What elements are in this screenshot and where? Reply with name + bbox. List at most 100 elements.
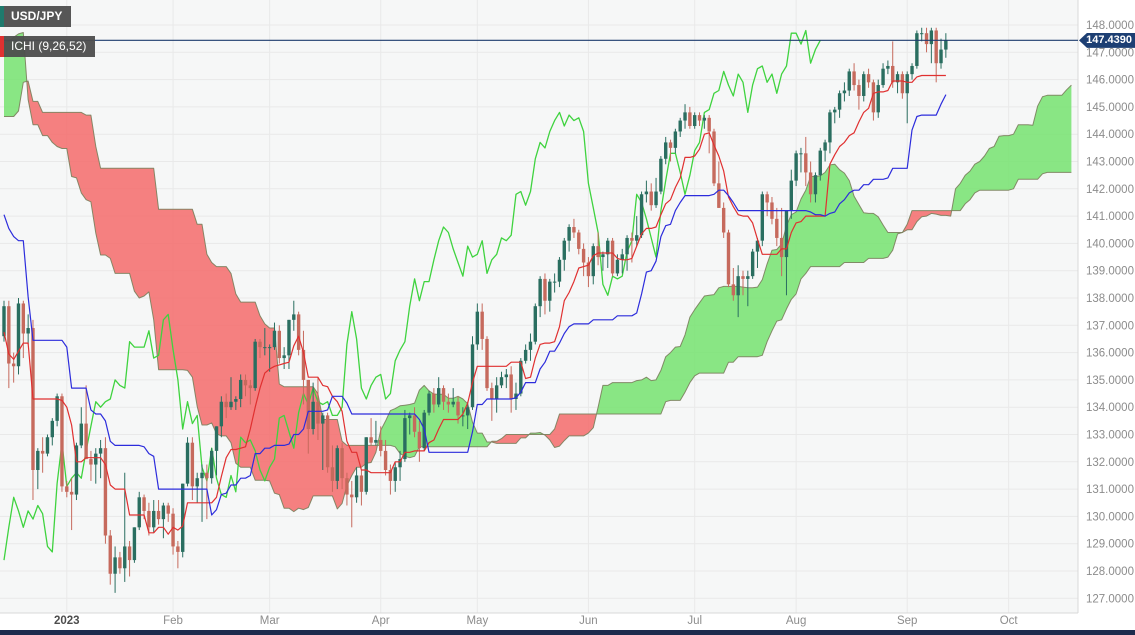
candle-up: [214, 426, 219, 451]
price-tick-label: 143.0000: [1086, 157, 1134, 169]
candle-down: [103, 448, 108, 536]
candle-up: [591, 246, 595, 277]
candle-up: [494, 385, 499, 400]
candle-up: [451, 401, 455, 405]
candle-up: [654, 191, 658, 206]
candle-up: [209, 450, 214, 479]
candle-down: [166, 505, 170, 514]
candle-up: [683, 112, 687, 121]
candle-up: [470, 344, 475, 408]
candle-down: [808, 172, 813, 195]
candle-down: [340, 448, 344, 479]
last-price-value: 147.4390: [1086, 33, 1132, 46]
candle-down: [301, 349, 306, 380]
candle-down: [490, 388, 494, 400]
candle-down: [581, 248, 586, 263]
candle-up: [393, 467, 397, 481]
candle-down: [572, 227, 576, 233]
candle-up: [200, 472, 204, 479]
chikou-line: [3, 29, 821, 561]
candle-up: [910, 65, 914, 75]
candle-up: [837, 93, 842, 110]
footer-bar: [0, 630, 1135, 635]
candle-up: [272, 330, 277, 348]
candle-up: [185, 442, 190, 484]
price-tick-label: 136.0000: [1086, 348, 1134, 360]
candle-down: [596, 246, 600, 258]
candle-down: [40, 450, 45, 454]
candle-up: [475, 311, 480, 345]
kijun-line: [3, 94, 947, 516]
candle-up: [659, 158, 663, 192]
candle-down: [147, 510, 151, 528]
price-tick-label: 146.0000: [1086, 75, 1134, 87]
candle-up: [282, 355, 286, 359]
candle-up: [461, 415, 465, 417]
candle-up: [799, 153, 803, 155]
candle-up: [664, 142, 668, 159]
candle-up: [161, 505, 166, 520]
candle-down: [258, 341, 262, 348]
candle-down: [779, 237, 784, 258]
candle-up: [929, 30, 934, 45]
candle-down: [577, 232, 581, 249]
candle-up: [354, 475, 359, 498]
candle-up: [750, 251, 755, 277]
candle-up: [736, 276, 740, 296]
candle-up: [253, 341, 257, 389]
candle-down: [649, 191, 653, 206]
indicator-label: ICHI (9,26,52): [4, 36, 96, 57]
candle-up: [113, 557, 117, 574]
candle-down: [127, 546, 132, 561]
price-tick-label: 130.0000: [1086, 511, 1134, 523]
candle-down: [480, 311, 484, 339]
month-label: Jun: [579, 615, 598, 627]
candle-up: [895, 74, 900, 83]
price-tick-label: 140.0000: [1086, 238, 1134, 250]
candle-up: [794, 153, 798, 181]
cloud-bearish: [902, 210, 952, 233]
candle-down: [804, 153, 808, 173]
candle-down: [891, 65, 895, 83]
candle-down: [866, 74, 871, 83]
candle-up: [219, 401, 224, 427]
candle-down: [707, 117, 711, 132]
candle-down: [721, 207, 726, 233]
candle-up: [181, 483, 185, 552]
candle-up: [234, 399, 238, 402]
candle-up: [45, 437, 50, 454]
price-tick-label: 137.0000: [1086, 320, 1134, 332]
candle-down: [379, 439, 383, 451]
candle-up: [55, 396, 59, 421]
symbol-label: USD/JPY: [4, 6, 72, 27]
candle-down: [11, 363, 16, 367]
candle-down: [765, 194, 769, 203]
month-label: May: [466, 615, 488, 627]
candle-down: [243, 379, 248, 386]
indicator-badge: ICHI (9,26,52): [0, 36, 96, 57]
candle-up: [755, 240, 760, 252]
candle-down: [190, 442, 195, 487]
candle-up: [692, 115, 697, 127]
candle-down: [610, 240, 615, 274]
candle-up: [625, 237, 629, 255]
candle-up: [548, 281, 552, 301]
candle-up: [26, 328, 30, 334]
candle-down: [118, 557, 122, 569]
candle-up: [137, 497, 141, 528]
candle-up: [132, 527, 137, 561]
month-label: Jul: [687, 615, 702, 627]
candle-up: [519, 360, 523, 394]
candle-up: [195, 478, 199, 487]
candle-down: [345, 478, 349, 495]
cloud-bearish: [491, 434, 530, 444]
symbol-accent-bar: [0, 6, 4, 27]
candle-up: [403, 418, 407, 460]
month-label: 2023: [54, 615, 80, 627]
candle-down: [775, 218, 779, 238]
candle-down: [388, 469, 393, 481]
candle-down: [108, 535, 112, 574]
candle-up: [335, 448, 339, 481]
candle-up: [905, 74, 909, 94]
